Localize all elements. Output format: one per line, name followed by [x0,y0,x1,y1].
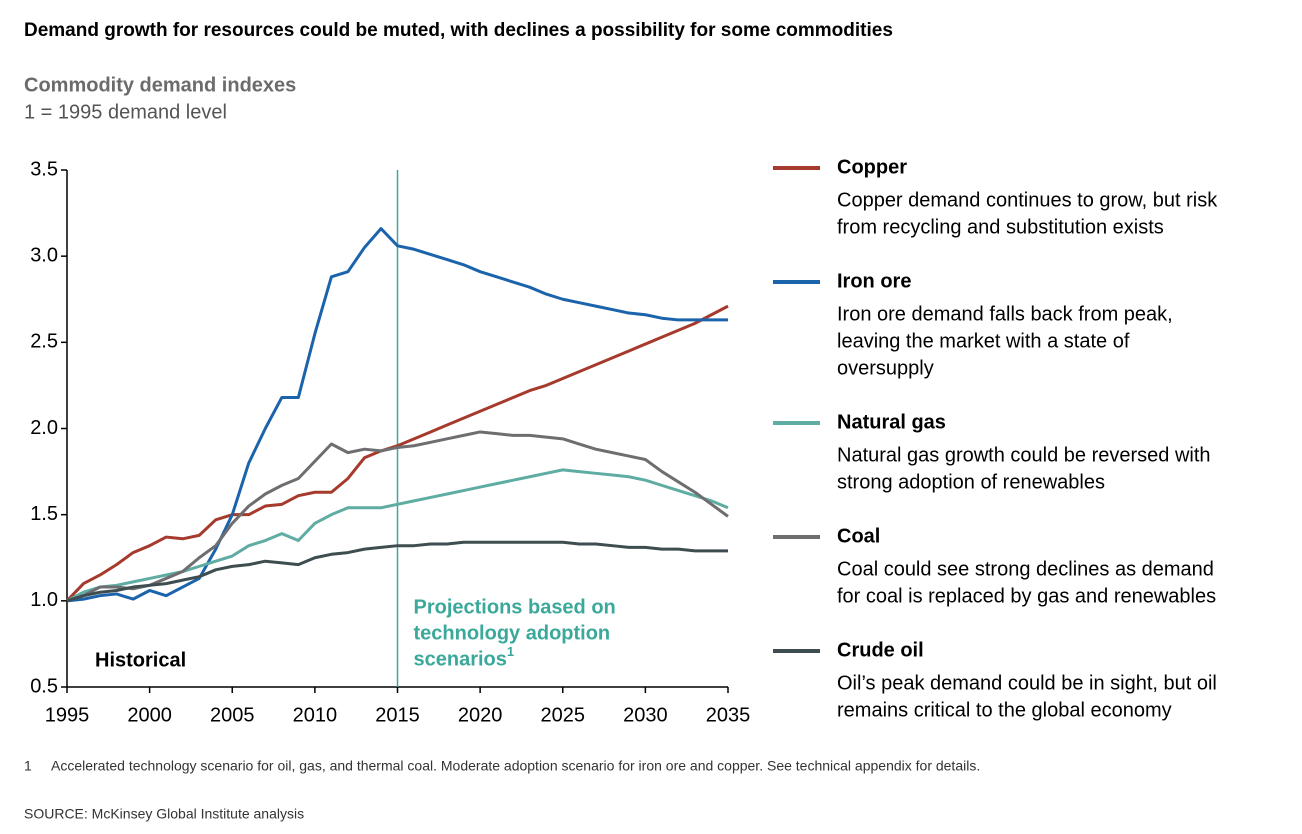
footnote: Accelerated technology scenario for oil,… [51,758,980,774]
legend-label: Iron ore [837,270,911,292]
projection-label: technology adoption [414,622,611,644]
y-tick-label: 2.5 [30,331,58,353]
legend-description: Oil’s peak demand could be in sight, but… [837,672,1217,694]
legend-description: leaving the market with a state of [837,330,1130,352]
legend-description: Iron ore demand falls back from peak, [837,303,1173,325]
projection-note-marker: 1 [507,644,514,659]
legend-description: remains critical to the global economy [837,699,1172,721]
y-tick-label: 2.0 [30,417,58,439]
legend-label: Natural gas [837,411,946,433]
y-tick-label: 3.0 [30,244,58,266]
footnote-marker: 1 [24,758,32,774]
x-tick-label: 2015 [375,704,420,726]
legend-label: Copper [837,156,907,178]
x-tick-label: 2025 [541,704,586,726]
series-line [66,227,728,603]
x-tick-label: 2010 [293,704,338,726]
x-tick-label: 1995 [45,704,90,726]
series-line [66,430,729,603]
legend-description: Copper demand continues to grow, but ris… [837,189,1218,211]
legend-description: Coal could see strong declines as demand [837,558,1214,580]
source: SOURCE: McKinsey Global Institute analys… [24,806,304,822]
y-axis-label: 1 = 1995 demand level [24,101,227,123]
x-tick-label: 2005 [210,704,255,726]
projection-label: Projections based on [414,596,616,618]
y-tick-label: 1.5 [30,503,58,525]
series-line [66,540,728,603]
chart-subtitle: Commodity demand indexes [24,74,296,96]
legend-description: from recycling and substitution exists [837,216,1164,238]
historical-label: Historical [95,649,186,671]
legend-description: strong adoption of renewables [837,471,1105,493]
legend-description: oversupply [837,357,934,379]
legend-label: Crude oil [837,639,924,661]
legend-description: Natural gas growth could be reversed wit… [837,444,1211,466]
y-tick-label: 1.0 [30,589,58,611]
x-tick-label: 2035 [706,704,751,726]
x-tick-label: 2000 [127,704,172,726]
x-tick-label: 2030 [623,704,668,726]
x-tick-label: 2020 [458,704,503,726]
chart-title: Demand growth for resources could be mut… [24,20,893,41]
y-tick-label: 0.5 [30,675,58,697]
legend-label: Coal [837,525,880,547]
y-tick-label: 3.5 [30,158,58,180]
series-line [65,304,729,602]
legend-description: for coal is replaced by gas and renewabl… [837,585,1216,607]
projection-label: scenarios1 [414,644,515,670]
